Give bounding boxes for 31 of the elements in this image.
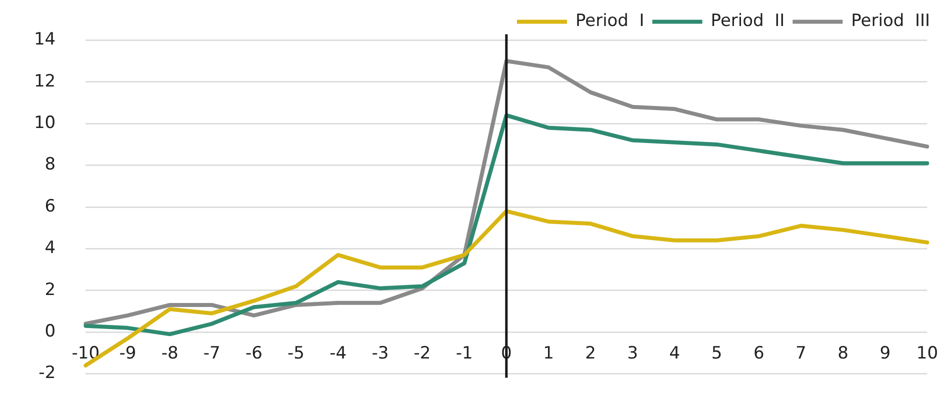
x-tick-label: -2 bbox=[414, 344, 431, 364]
x-tick-label: -7 bbox=[203, 344, 220, 364]
y-tick-label: 8 bbox=[44, 154, 56, 175]
x-tick-label: -5 bbox=[288, 344, 304, 364]
y-tick-label: 14 bbox=[34, 30, 56, 50]
y-tick-label: 10 bbox=[34, 113, 56, 134]
x-tick-label: -6 bbox=[245, 344, 262, 364]
y-tick-label: 4 bbox=[44, 238, 56, 258]
legend-label: Period III bbox=[851, 11, 930, 32]
y-tick-label: 2 bbox=[44, 280, 56, 300]
x-tick-label: 6 bbox=[753, 344, 764, 364]
x-tick-label: 5 bbox=[711, 344, 722, 364]
y-tick-label: 0 bbox=[44, 322, 56, 342]
x-tick-label: 2 bbox=[585, 344, 596, 364]
x-tick-label: 7 bbox=[796, 344, 806, 364]
x-tick-label: 1 bbox=[543, 344, 554, 364]
x-tick-label: -1 bbox=[456, 344, 473, 364]
legend-label: Period II bbox=[710, 11, 785, 32]
x-tick-label: -9 bbox=[119, 344, 136, 364]
x-tick-label: 9 bbox=[880, 344, 891, 364]
x-tick-label: 4 bbox=[669, 344, 680, 364]
x-tick-label: -8 bbox=[161, 344, 178, 364]
x-tick-label: 3 bbox=[627, 344, 638, 364]
x-tick-label: 10 bbox=[916, 344, 938, 364]
legend-label: Period I bbox=[575, 11, 644, 32]
x-tick-label: 8 bbox=[838, 344, 848, 364]
y-tick-label: 12 bbox=[34, 71, 56, 92]
y-tick-label: 6 bbox=[44, 196, 56, 216]
y-tick-label: -2 bbox=[38, 363, 56, 384]
x-tick-label: -4 bbox=[330, 344, 347, 364]
x-tick-label: -3 bbox=[372, 344, 389, 364]
